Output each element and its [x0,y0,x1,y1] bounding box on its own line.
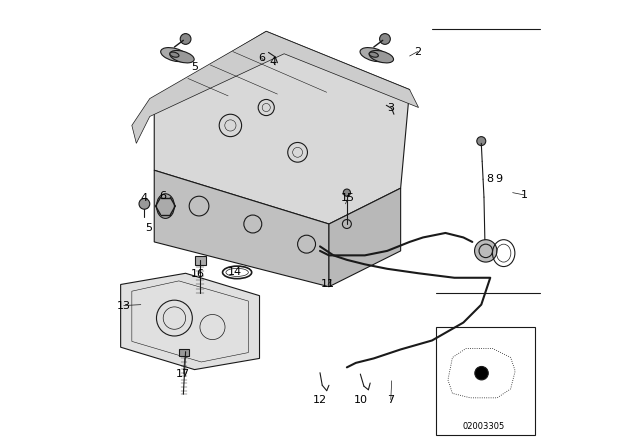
Text: 14: 14 [228,267,242,277]
Text: 8: 8 [486,174,493,184]
Text: 13: 13 [116,301,131,310]
Text: 5: 5 [191,62,198,72]
Ellipse shape [369,51,394,63]
Bar [195,256,206,265]
Text: 7: 7 [387,395,394,405]
Polygon shape [154,31,410,224]
Text: 9: 9 [495,174,503,184]
Text: 1: 1 [520,190,527,200]
Polygon shape [154,170,329,287]
Text: 12: 12 [313,395,327,405]
Circle shape [380,34,390,44]
Text: 15: 15 [340,193,355,203]
Text: 11: 11 [321,280,335,289]
Bar [179,349,189,356]
Text: 6: 6 [259,53,265,63]
Text: 4: 4 [269,57,276,67]
Ellipse shape [170,52,179,57]
Circle shape [475,366,488,380]
Circle shape [139,198,150,209]
Polygon shape [329,188,401,287]
Circle shape [475,240,497,262]
Text: 5: 5 [145,224,152,233]
Polygon shape [132,31,419,143]
Ellipse shape [170,51,194,63]
Text: 10: 10 [354,395,368,405]
Circle shape [477,137,486,146]
Ellipse shape [161,47,188,62]
Text: 3: 3 [387,103,394,113]
Text: 02003305: 02003305 [463,422,505,431]
Text: 2: 2 [414,47,421,56]
Ellipse shape [369,52,378,57]
Text: 6: 6 [159,191,166,201]
Ellipse shape [156,194,174,218]
Ellipse shape [360,47,387,62]
Circle shape [343,189,351,196]
Circle shape [180,34,191,44]
Text: 4: 4 [141,193,148,203]
Polygon shape [121,273,260,370]
Text: 17: 17 [176,369,191,379]
Text: 16: 16 [191,269,205,279]
Bar [436,327,535,435]
